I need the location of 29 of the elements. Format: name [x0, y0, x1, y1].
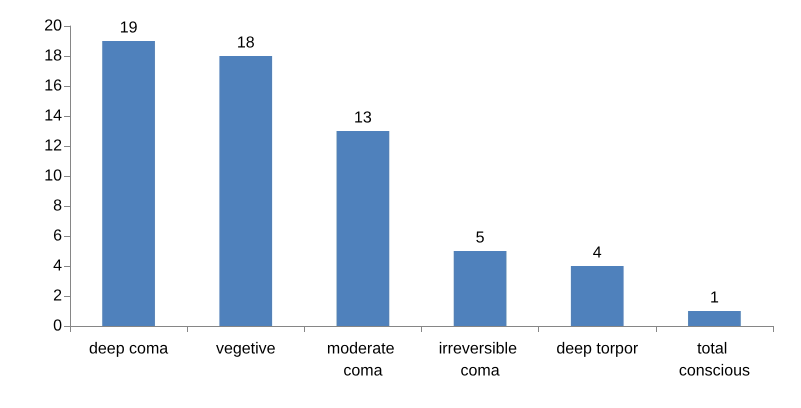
- data-label: 1: [710, 290, 719, 306]
- y-tick-label: 4: [53, 258, 62, 274]
- x-tick-label: total conscious: [678, 340, 750, 380]
- x-tick-label: irreversible coma: [438, 340, 522, 380]
- y-tick-label: 20: [44, 18, 62, 34]
- data-label: 18: [236, 34, 255, 52]
- y-tick-label: 12: [44, 138, 62, 154]
- x-tick-label: vegetive: [216, 340, 276, 358]
- bar: [688, 311, 741, 326]
- y-tick-label: 6: [53, 228, 62, 244]
- data-label: 5: [476, 230, 485, 246]
- data-label: 19: [120, 20, 138, 36]
- bar: [219, 56, 272, 326]
- x-tick-label: deep coma: [88, 340, 168, 358]
- data-label: 4: [592, 244, 602, 262]
- bar: [570, 266, 624, 326]
- y-tick-label: 10: [44, 168, 62, 184]
- y-tick-label: 8: [53, 198, 62, 214]
- y-tick-label: 0: [53, 318, 62, 334]
- bar: [102, 41, 155, 326]
- y-tick-label: 14: [44, 108, 62, 124]
- x-tick-label: deep torpor: [556, 340, 639, 358]
- y-tick-label: 2: [53, 288, 62, 304]
- y-tick-label: 16: [44, 78, 62, 94]
- bar: [336, 131, 390, 326]
- bar: [454, 251, 506, 326]
- x-tick-label: moderate coma: [326, 340, 399, 380]
- y-tick-label: 18: [44, 48, 62, 64]
- data-label: 13: [354, 110, 372, 126]
